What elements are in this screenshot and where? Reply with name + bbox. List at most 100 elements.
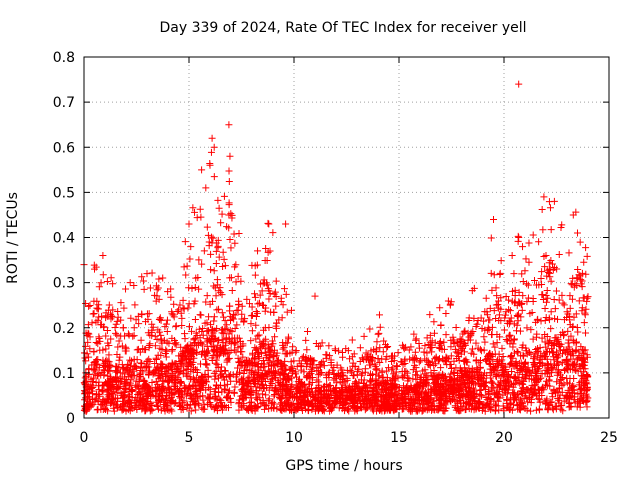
data-point [546, 273, 554, 281]
data-point [262, 335, 270, 343]
data-point [166, 397, 174, 405]
data-point [426, 339, 434, 347]
data-point [534, 367, 542, 375]
data-point [400, 405, 408, 413]
data-point [568, 281, 576, 289]
data-point [527, 407, 535, 415]
data-point [421, 355, 429, 363]
data-point [261, 279, 269, 287]
data-point [567, 384, 575, 392]
data-point [170, 336, 178, 344]
data-point [336, 393, 344, 401]
data-point [251, 271, 259, 279]
data-point [482, 378, 490, 386]
data-point [493, 339, 501, 347]
data-point [566, 316, 574, 324]
data-point [234, 306, 242, 314]
data-point [342, 345, 350, 353]
data-point [191, 208, 199, 216]
data-point [96, 392, 104, 400]
data-point [555, 296, 563, 304]
data-point [259, 396, 267, 404]
data-point [218, 370, 226, 378]
data-point [281, 357, 289, 365]
data-point [518, 299, 526, 307]
data-point [158, 386, 166, 394]
data-point [206, 161, 214, 169]
data-point [227, 398, 235, 406]
data-point [235, 297, 243, 305]
data-point [516, 327, 524, 335]
data-point [566, 292, 574, 300]
data-point [245, 406, 253, 414]
data-point [204, 366, 212, 374]
data-point [514, 378, 522, 386]
data-point [488, 331, 496, 339]
data-point [255, 299, 263, 307]
data-point [168, 366, 176, 374]
data-point [238, 302, 246, 310]
data-point [183, 404, 191, 412]
data-point [217, 363, 225, 371]
data-point [237, 376, 245, 384]
data-point [497, 257, 505, 265]
data-point [265, 405, 273, 413]
data-point [503, 371, 511, 379]
data-point [431, 379, 439, 387]
data-point [545, 376, 553, 384]
data-point [522, 371, 530, 379]
data-point [528, 384, 536, 392]
data-point [235, 229, 243, 237]
data-point [479, 380, 487, 388]
data-point [560, 332, 568, 340]
data-point [514, 368, 522, 376]
data-point [542, 252, 550, 260]
data-point [529, 231, 537, 239]
data-point [567, 355, 575, 363]
data-point [446, 376, 454, 384]
data-point [549, 393, 557, 401]
data-point [214, 374, 222, 382]
data-point [443, 381, 451, 389]
data-point [140, 376, 148, 384]
data-point [129, 372, 137, 380]
data-point [528, 309, 536, 317]
data-point [547, 398, 555, 406]
data-point [185, 284, 193, 292]
data-point [415, 344, 423, 352]
data-point [447, 352, 455, 360]
data-point [538, 334, 546, 342]
data-point [579, 350, 587, 358]
data-point [267, 308, 275, 316]
data-point [575, 352, 583, 360]
data-point [302, 363, 310, 371]
data-point [278, 386, 286, 394]
x-tick-label: 10 [285, 430, 303, 446]
data-point [564, 339, 572, 347]
data-point [436, 304, 444, 312]
data-point [538, 268, 546, 276]
data-point [556, 379, 564, 387]
data-point [573, 338, 581, 346]
data-point [82, 357, 90, 365]
x-tick-label: 25 [600, 430, 618, 446]
data-point [227, 244, 235, 252]
data-point [570, 389, 578, 397]
data-point [126, 379, 134, 387]
data-point [182, 271, 190, 279]
data-point [486, 361, 494, 369]
y-tick-label: 0.3 [53, 276, 75, 292]
data-point [408, 405, 416, 413]
data-point [487, 234, 495, 242]
data-point [273, 405, 281, 413]
data-point [487, 404, 495, 412]
data-point [481, 326, 489, 334]
data-point [534, 344, 542, 352]
data-point [372, 365, 380, 373]
data-point [256, 344, 264, 352]
data-point [215, 253, 223, 261]
data-point [497, 294, 505, 302]
data-point [405, 406, 413, 414]
data-point [464, 387, 472, 395]
data-point [457, 403, 465, 411]
